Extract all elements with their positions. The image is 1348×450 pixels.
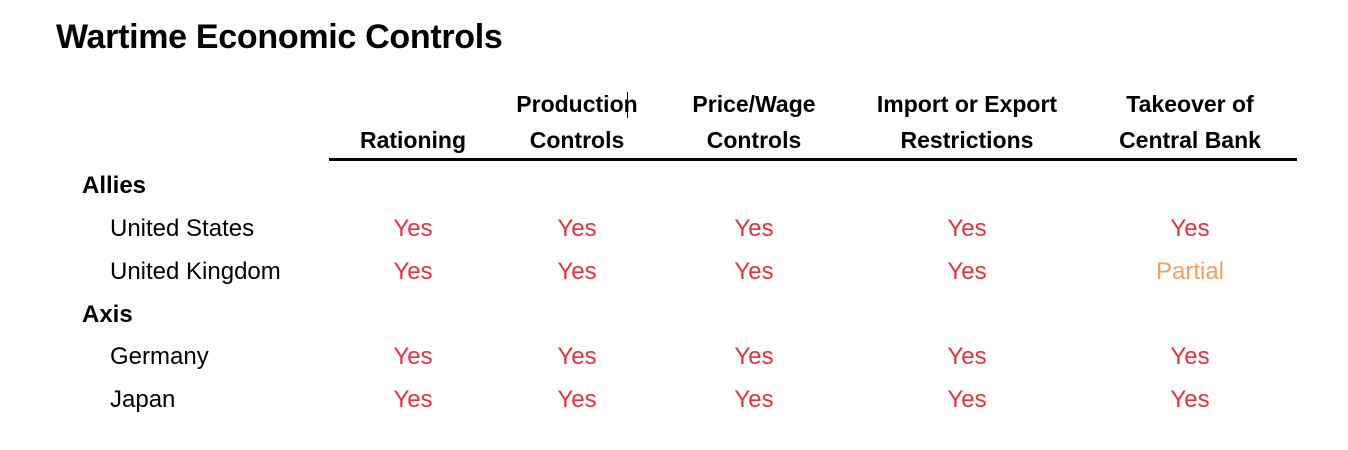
table-cell: Yes: [734, 343, 774, 370]
table-cell: Yes: [557, 386, 597, 413]
column-header-production-controls: Production Controls: [496, 88, 658, 158]
table-cell: Yes: [393, 386, 433, 413]
table-cell: Yes: [947, 343, 987, 370]
table-cell: Yes: [393, 258, 433, 285]
table-cell: Yes: [734, 386, 774, 413]
column-header-line: Controls: [706, 127, 802, 153]
column-header-rationing: Rationing: [330, 88, 496, 158]
column-header-line: Central Bank: [1119, 127, 1261, 153]
header-rule: [329, 158, 1297, 161]
page-title: Wartime Economic Controls: [56, 18, 503, 56]
row-label-japan: Japan: [110, 386, 176, 413]
column-header-line: Takeover of: [1126, 91, 1254, 117]
column-header-line: Production: [516, 91, 638, 117]
table-cell: Yes: [1170, 386, 1210, 413]
column-header-line: Import or Export: [876, 91, 1058, 117]
table-cell: Yes: [1170, 215, 1210, 242]
table-cell: Yes: [734, 258, 774, 285]
column-header-takeover-central-bank: Takeover of Central Bank: [1084, 88, 1296, 158]
text-cursor: [627, 92, 628, 118]
column-header-line: Restrictions: [900, 127, 1034, 153]
table-cell: Yes: [734, 215, 774, 242]
row-label-germany: Germany: [110, 343, 209, 370]
table-cell: Yes: [557, 343, 597, 370]
table-cell: Yes: [557, 258, 597, 285]
table-cell: Yes: [947, 386, 987, 413]
column-header-line: Price/Wage: [692, 91, 816, 117]
table-cell: Yes: [393, 215, 433, 242]
column-header-line: Controls: [529, 127, 625, 153]
table-cell: Yes: [557, 215, 597, 242]
group-label-allies: Allies: [82, 172, 147, 199]
column-header-import-export-restrictions: Import or Export Restrictions: [850, 88, 1084, 158]
group-label-axis: Axis: [82, 301, 133, 328]
table-cell: Partial: [1155, 258, 1225, 285]
table-cell: Yes: [947, 215, 987, 242]
table-cell: Yes: [947, 258, 987, 285]
row-label-united-states: United States: [110, 215, 255, 242]
table-cell: Yes: [393, 343, 433, 370]
row-label-united-kingdom: United Kingdom: [110, 258, 281, 285]
column-header-price-wage-controls: Price/Wage Controls: [658, 88, 850, 158]
table-cell: Yes: [1170, 343, 1210, 370]
column-header-line: Rationing: [359, 127, 467, 153]
